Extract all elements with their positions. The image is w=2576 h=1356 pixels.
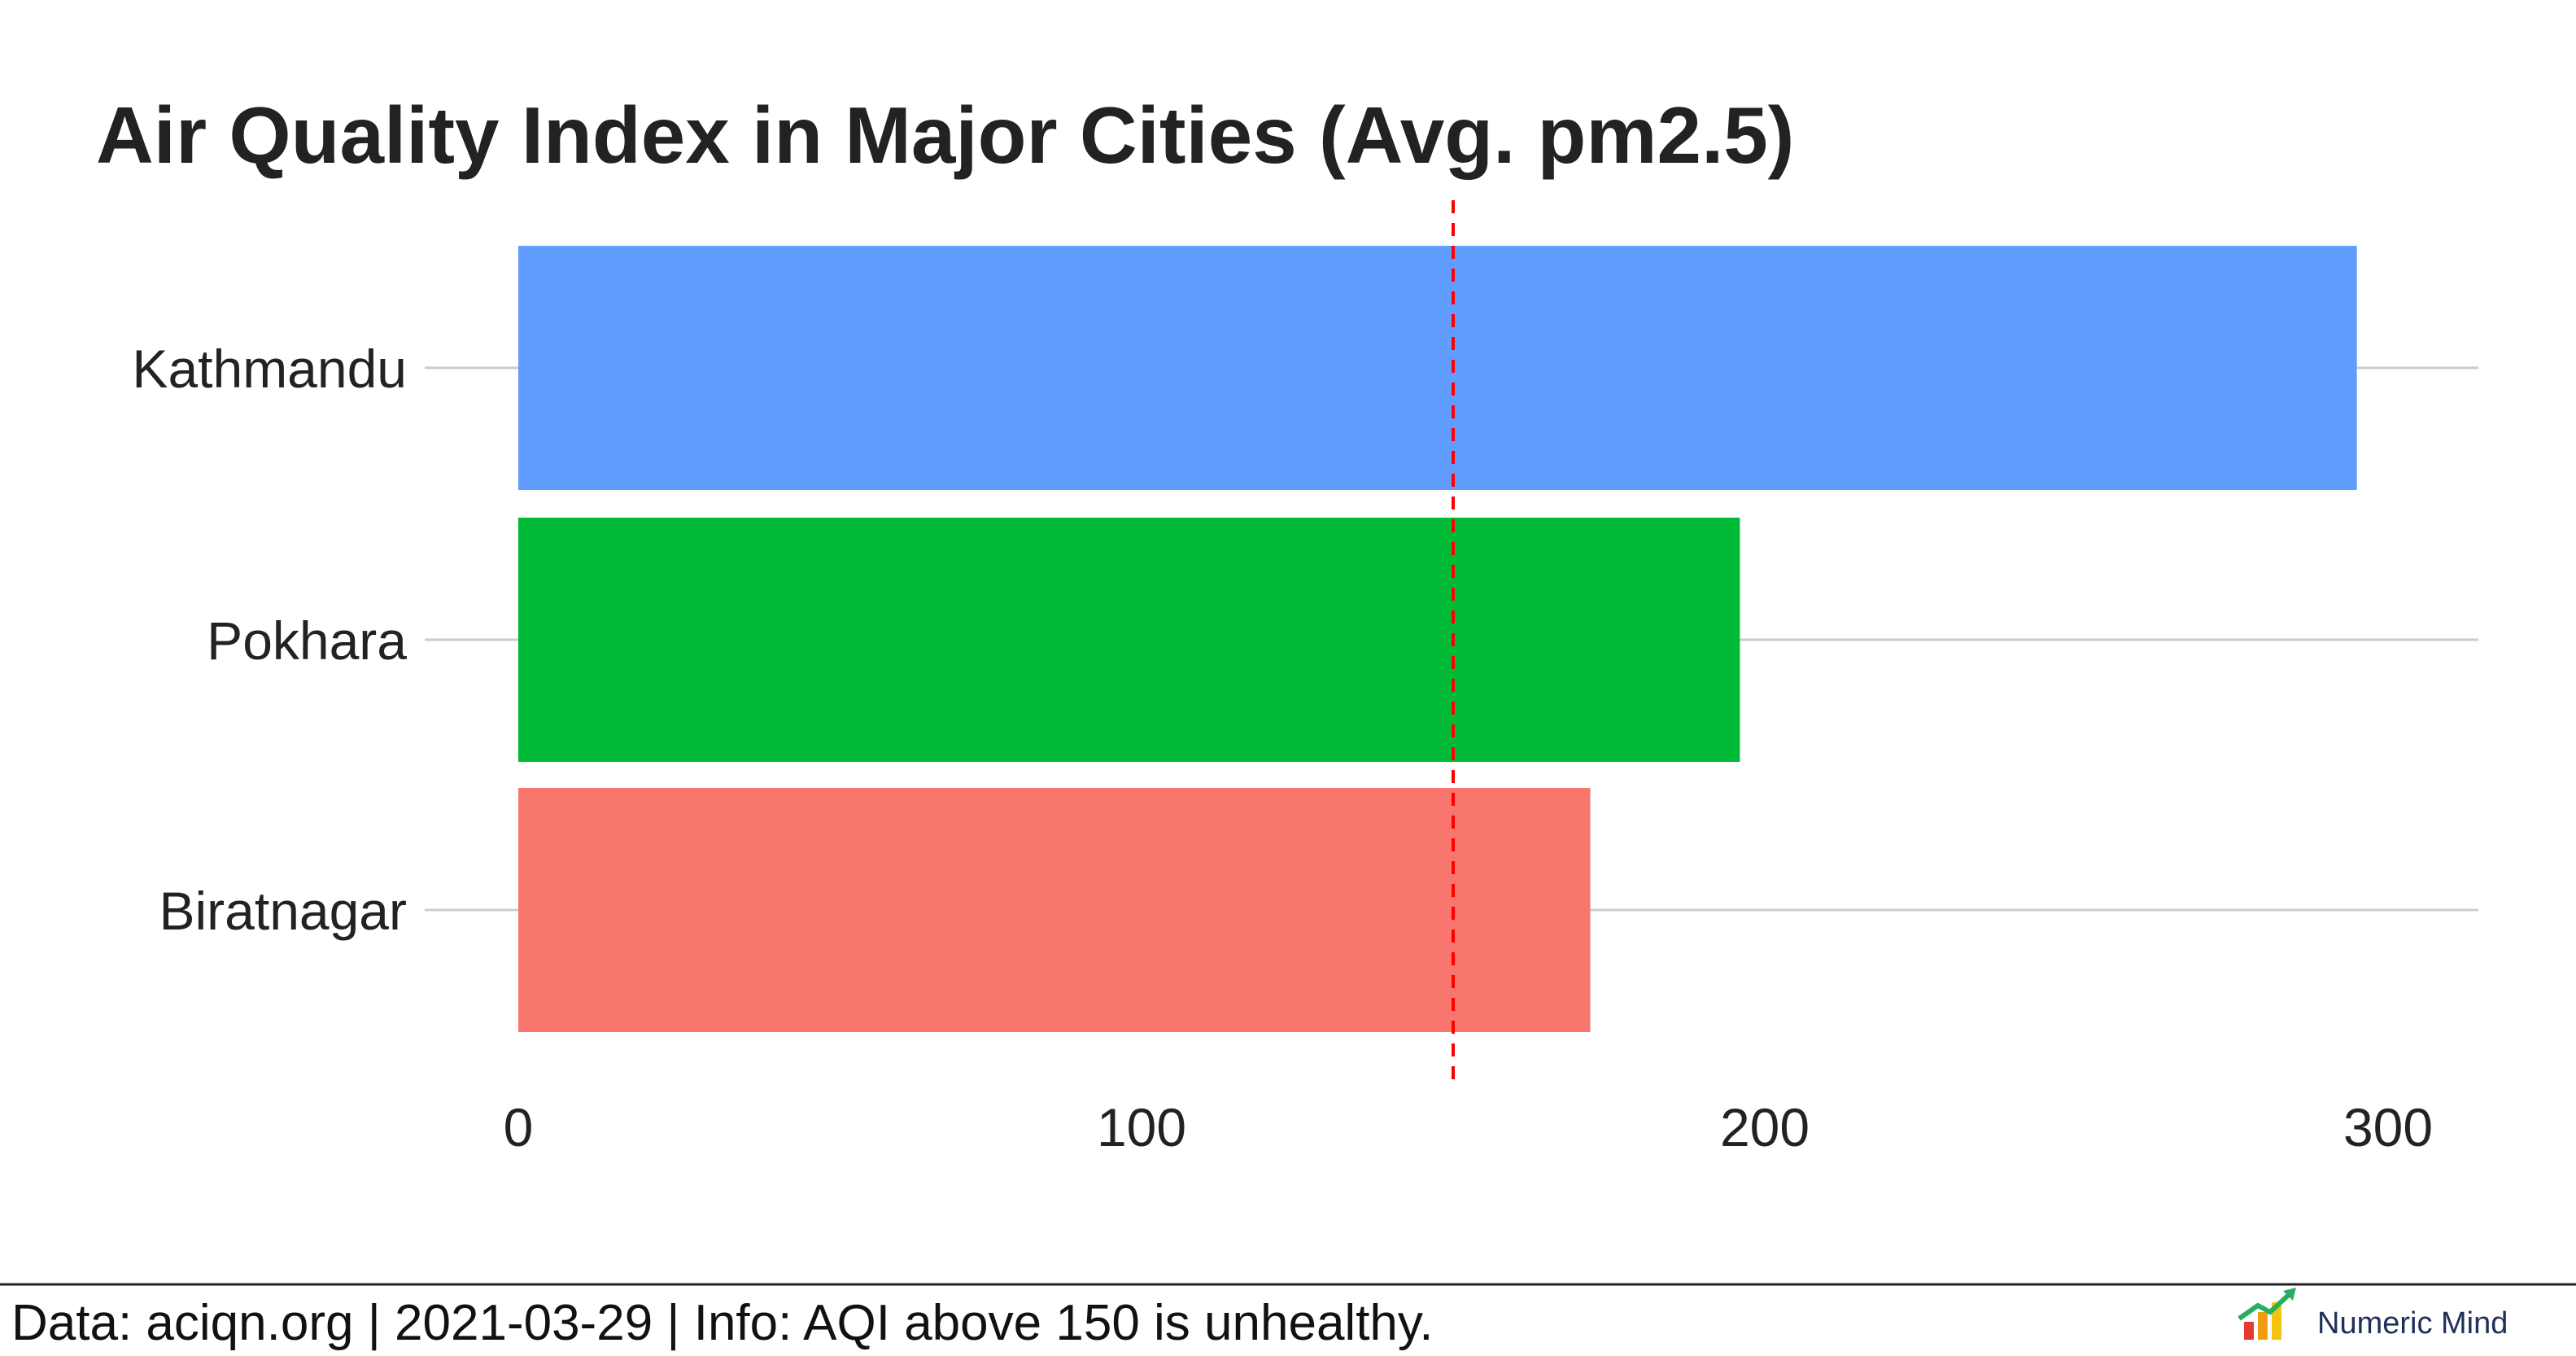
footer-caption: Data: aciqn.org | 2021-03-29 | Info: AQI… <box>11 1295 1434 1351</box>
x-tick-label: 0 <box>504 1097 534 1157</box>
x-tick-labels: 0 100 200 300 <box>504 1097 2433 1157</box>
category-label: Kathmandu <box>132 339 407 399</box>
category-label: Pokhara <box>207 610 407 671</box>
x-tick-label: 200 <box>1720 1097 1810 1157</box>
brand-logo: Numeric Mind <box>2238 1288 2508 1341</box>
bar-biratnagar <box>518 788 1591 1032</box>
bar-pokhara <box>518 518 1740 762</box>
x-tick-label: 100 <box>1097 1097 1186 1157</box>
x-tick-label: 300 <box>2343 1097 2433 1157</box>
chart-title: Air Quality Index in Major Cities (Avg. … <box>96 90 1794 180</box>
category-label: Biratnagar <box>159 881 407 941</box>
rising-chart-logo-icon <box>2238 1288 2296 1340</box>
brand-name: Numeric Mind <box>2317 1306 2508 1341</box>
category-labels: Kathmandu Pokhara Biratnagar <box>132 339 407 941</box>
bar-kathmandu <box>518 246 2357 490</box>
bars <box>518 246 2357 1032</box>
